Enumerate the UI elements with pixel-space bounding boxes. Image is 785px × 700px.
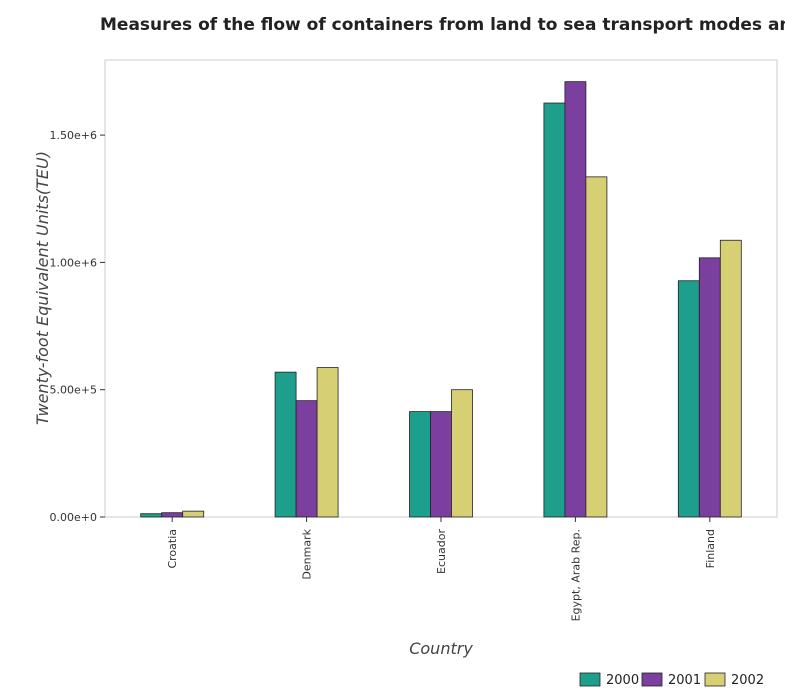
y-tick-label: 5.00e+5 <box>50 384 97 397</box>
bar-2001-0 <box>161 512 184 518</box>
y-tick-label: 1.50e+6 <box>50 129 97 142</box>
x-tick-label: Ecuador <box>435 529 448 574</box>
bar-2000-3 <box>543 102 566 518</box>
x-tick-label: Finland <box>704 529 717 568</box>
legend-label-2000: 2000 <box>606 673 639 688</box>
legend-label-2002: 2002 <box>731 673 764 688</box>
bar-2001-2 <box>430 411 452 518</box>
y-axis-ticks: 0.00e+0 5.00e+5 1.00e+6 1.50e+6 <box>50 129 105 524</box>
x-tick-label: Denmark <box>301 528 314 579</box>
legend-label-2001: 2001 <box>668 673 701 688</box>
chart-title: Measures of the flow of containers from … <box>100 15 785 35</box>
bar-2002-1 <box>316 367 339 518</box>
bar-2000-2 <box>409 411 431 518</box>
x-axis-ticks: Croatia Denmark Ecuador Egypt, Arab Rep. Fin… <box>166 517 717 621</box>
legend-swatch-2001 <box>641 672 663 687</box>
legend: 2000 2001 2002 <box>579 672 764 688</box>
bar-2002-0 <box>182 510 205 518</box>
bars <box>140 81 742 518</box>
bar-2000-0 <box>140 513 163 518</box>
bar-2000-4 <box>677 280 700 518</box>
legend-swatch-2000 <box>579 672 601 687</box>
bar-2001-1 <box>295 400 318 518</box>
y-tick-label: 1.00e+6 <box>50 256 97 269</box>
bar-2002-3 <box>585 176 608 518</box>
bar-2002-2 <box>451 389 473 518</box>
x-axis-title: Country <box>409 639 473 658</box>
bar-2002-4 <box>719 239 742 518</box>
bar-2001-4 <box>698 257 721 518</box>
bar-2000-1 <box>274 371 297 518</box>
x-tick-label: Croatia <box>166 529 179 569</box>
bar-2001-3 <box>564 81 587 518</box>
legend-swatch-2002 <box>704 672 726 687</box>
x-tick-label: Egypt, Arab Rep. <box>569 529 582 621</box>
y-tick-label: 0.00e+0 <box>50 511 97 524</box>
y-axis-title: Twenty-foot Equivalent Units(TEU) <box>33 151 52 425</box>
